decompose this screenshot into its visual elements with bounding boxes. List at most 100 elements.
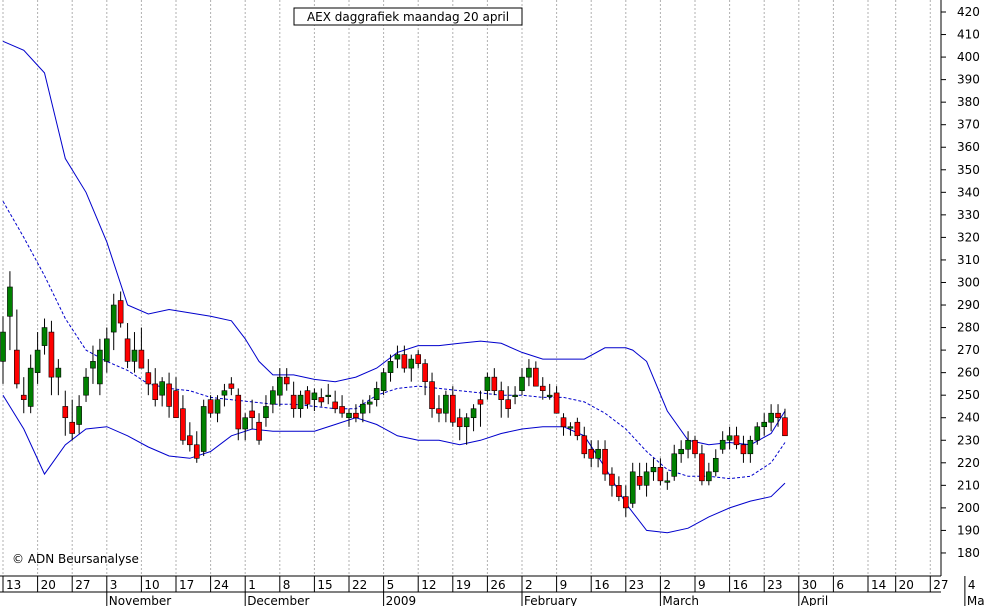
candle-body bbox=[207, 399, 214, 414]
candle-body bbox=[145, 372, 152, 385]
candle-down bbox=[48, 320, 55, 396]
y-tick-label: 400 bbox=[957, 50, 980, 64]
candle-up bbox=[546, 383, 553, 400]
candle-body bbox=[34, 349, 41, 373]
candle-body bbox=[187, 435, 193, 446]
y-tick-label: 220 bbox=[957, 456, 980, 470]
candle-body bbox=[14, 349, 20, 385]
candle-down bbox=[429, 372, 435, 418]
month-label: March bbox=[662, 594, 699, 606]
y-tick-label: 420 bbox=[957, 5, 980, 19]
candle-body bbox=[166, 383, 172, 407]
y-tick-label: 320 bbox=[957, 230, 980, 244]
bollinger-lower-band bbox=[2, 394, 786, 534]
y-tick-label: 280 bbox=[957, 321, 980, 335]
candle-body bbox=[7, 286, 13, 317]
candle-up bbox=[519, 368, 525, 396]
candle-body bbox=[636, 476, 643, 486]
candle-up bbox=[470, 404, 477, 432]
candle-body bbox=[270, 390, 276, 405]
candle-body bbox=[104, 338, 110, 362]
x-tick-label: 14 bbox=[871, 578, 886, 592]
candle-up bbox=[270, 386, 276, 414]
candle-body bbox=[526, 367, 532, 378]
candle-body bbox=[449, 394, 456, 423]
candle-body bbox=[152, 383, 159, 400]
candle-up bbox=[768, 404, 774, 432]
candle-up bbox=[55, 359, 62, 396]
candle-body bbox=[41, 327, 48, 346]
candle-up bbox=[394, 345, 401, 369]
candle-down bbox=[456, 408, 463, 441]
candles bbox=[0, 271, 788, 517]
candle-body bbox=[214, 399, 221, 414]
candle-body bbox=[539, 385, 546, 391]
candle-down bbox=[560, 413, 567, 436]
candle-body bbox=[311, 392, 318, 400]
candle-down bbox=[152, 368, 159, 407]
candle-down bbox=[775, 404, 781, 427]
candle-body bbox=[560, 417, 567, 428]
candle-body bbox=[83, 376, 89, 396]
y-tick-label: 210 bbox=[957, 478, 980, 492]
candle-up bbox=[380, 368, 387, 396]
candle-down bbox=[533, 361, 539, 387]
candle-body bbox=[533, 367, 539, 387]
title-frame bbox=[293, 7, 523, 26]
candle-up bbox=[76, 395, 82, 434]
x-tick-label: 9 bbox=[698, 578, 706, 592]
candle-body bbox=[622, 496, 629, 509]
candle-body bbox=[48, 331, 55, 378]
candle-body bbox=[456, 417, 463, 428]
candle-down bbox=[498, 381, 505, 418]
candle-body bbox=[685, 439, 691, 450]
plot-background bbox=[0, 0, 941, 576]
candle-body bbox=[609, 473, 615, 486]
candle-down bbox=[581, 426, 588, 459]
candle-body bbox=[62, 406, 69, 419]
candle-body bbox=[20, 394, 27, 400]
candle-body bbox=[180, 408, 186, 441]
candle-down bbox=[138, 327, 145, 369]
chart-title-box: AEX daggrafiek maandag 20 april bbox=[293, 7, 523, 26]
candle-body bbox=[519, 376, 525, 391]
candle-body bbox=[283, 376, 290, 385]
y-tick-label: 300 bbox=[957, 275, 980, 289]
x-tick-label: 30 bbox=[802, 578, 817, 592]
candle-up bbox=[7, 271, 13, 351]
candle-body bbox=[768, 412, 774, 423]
candle-body bbox=[629, 471, 636, 504]
y-tick-labels: 180 190 200 210 220 230 240 250 260 270 280 290 300 3… bbox=[941, 5, 980, 560]
candle-body bbox=[699, 453, 705, 482]
candle-body bbox=[297, 394, 304, 410]
candle-body bbox=[76, 406, 82, 425]
candle-body bbox=[671, 453, 678, 477]
candle-body bbox=[657, 467, 664, 482]
x-tick-labels: 13 20 27 3 10 17 24 1 8 15 22 5 12 19 26 2 9 16 23 2 9 16 23 30… bbox=[2, 576, 976, 592]
candle-body bbox=[733, 435, 740, 446]
candle-body bbox=[394, 354, 401, 360]
candle-up bbox=[678, 440, 684, 463]
y-tick-label: 370 bbox=[957, 118, 980, 132]
candle-body bbox=[373, 388, 380, 400]
candle-body bbox=[505, 399, 511, 410]
candle-down bbox=[235, 388, 242, 441]
candle-up bbox=[214, 395, 221, 423]
candle-body bbox=[782, 417, 788, 437]
candle-down bbox=[353, 404, 359, 423]
candle-down bbox=[415, 350, 422, 369]
candle-up bbox=[712, 449, 719, 477]
candle-up bbox=[484, 372, 491, 400]
candle-up bbox=[512, 386, 518, 405]
candle-down bbox=[636, 462, 643, 490]
candle-down bbox=[283, 368, 290, 391]
y-tick-label: 180 bbox=[957, 546, 980, 560]
candle-body bbox=[588, 448, 595, 459]
candle-up bbox=[200, 399, 207, 457]
candle-body bbox=[27, 367, 34, 407]
x-tick-label: 20 bbox=[41, 578, 56, 592]
y-tick-label: 260 bbox=[957, 366, 980, 380]
candle-down bbox=[449, 386, 456, 427]
candle-up bbox=[526, 359, 532, 387]
candle-body bbox=[429, 381, 435, 410]
